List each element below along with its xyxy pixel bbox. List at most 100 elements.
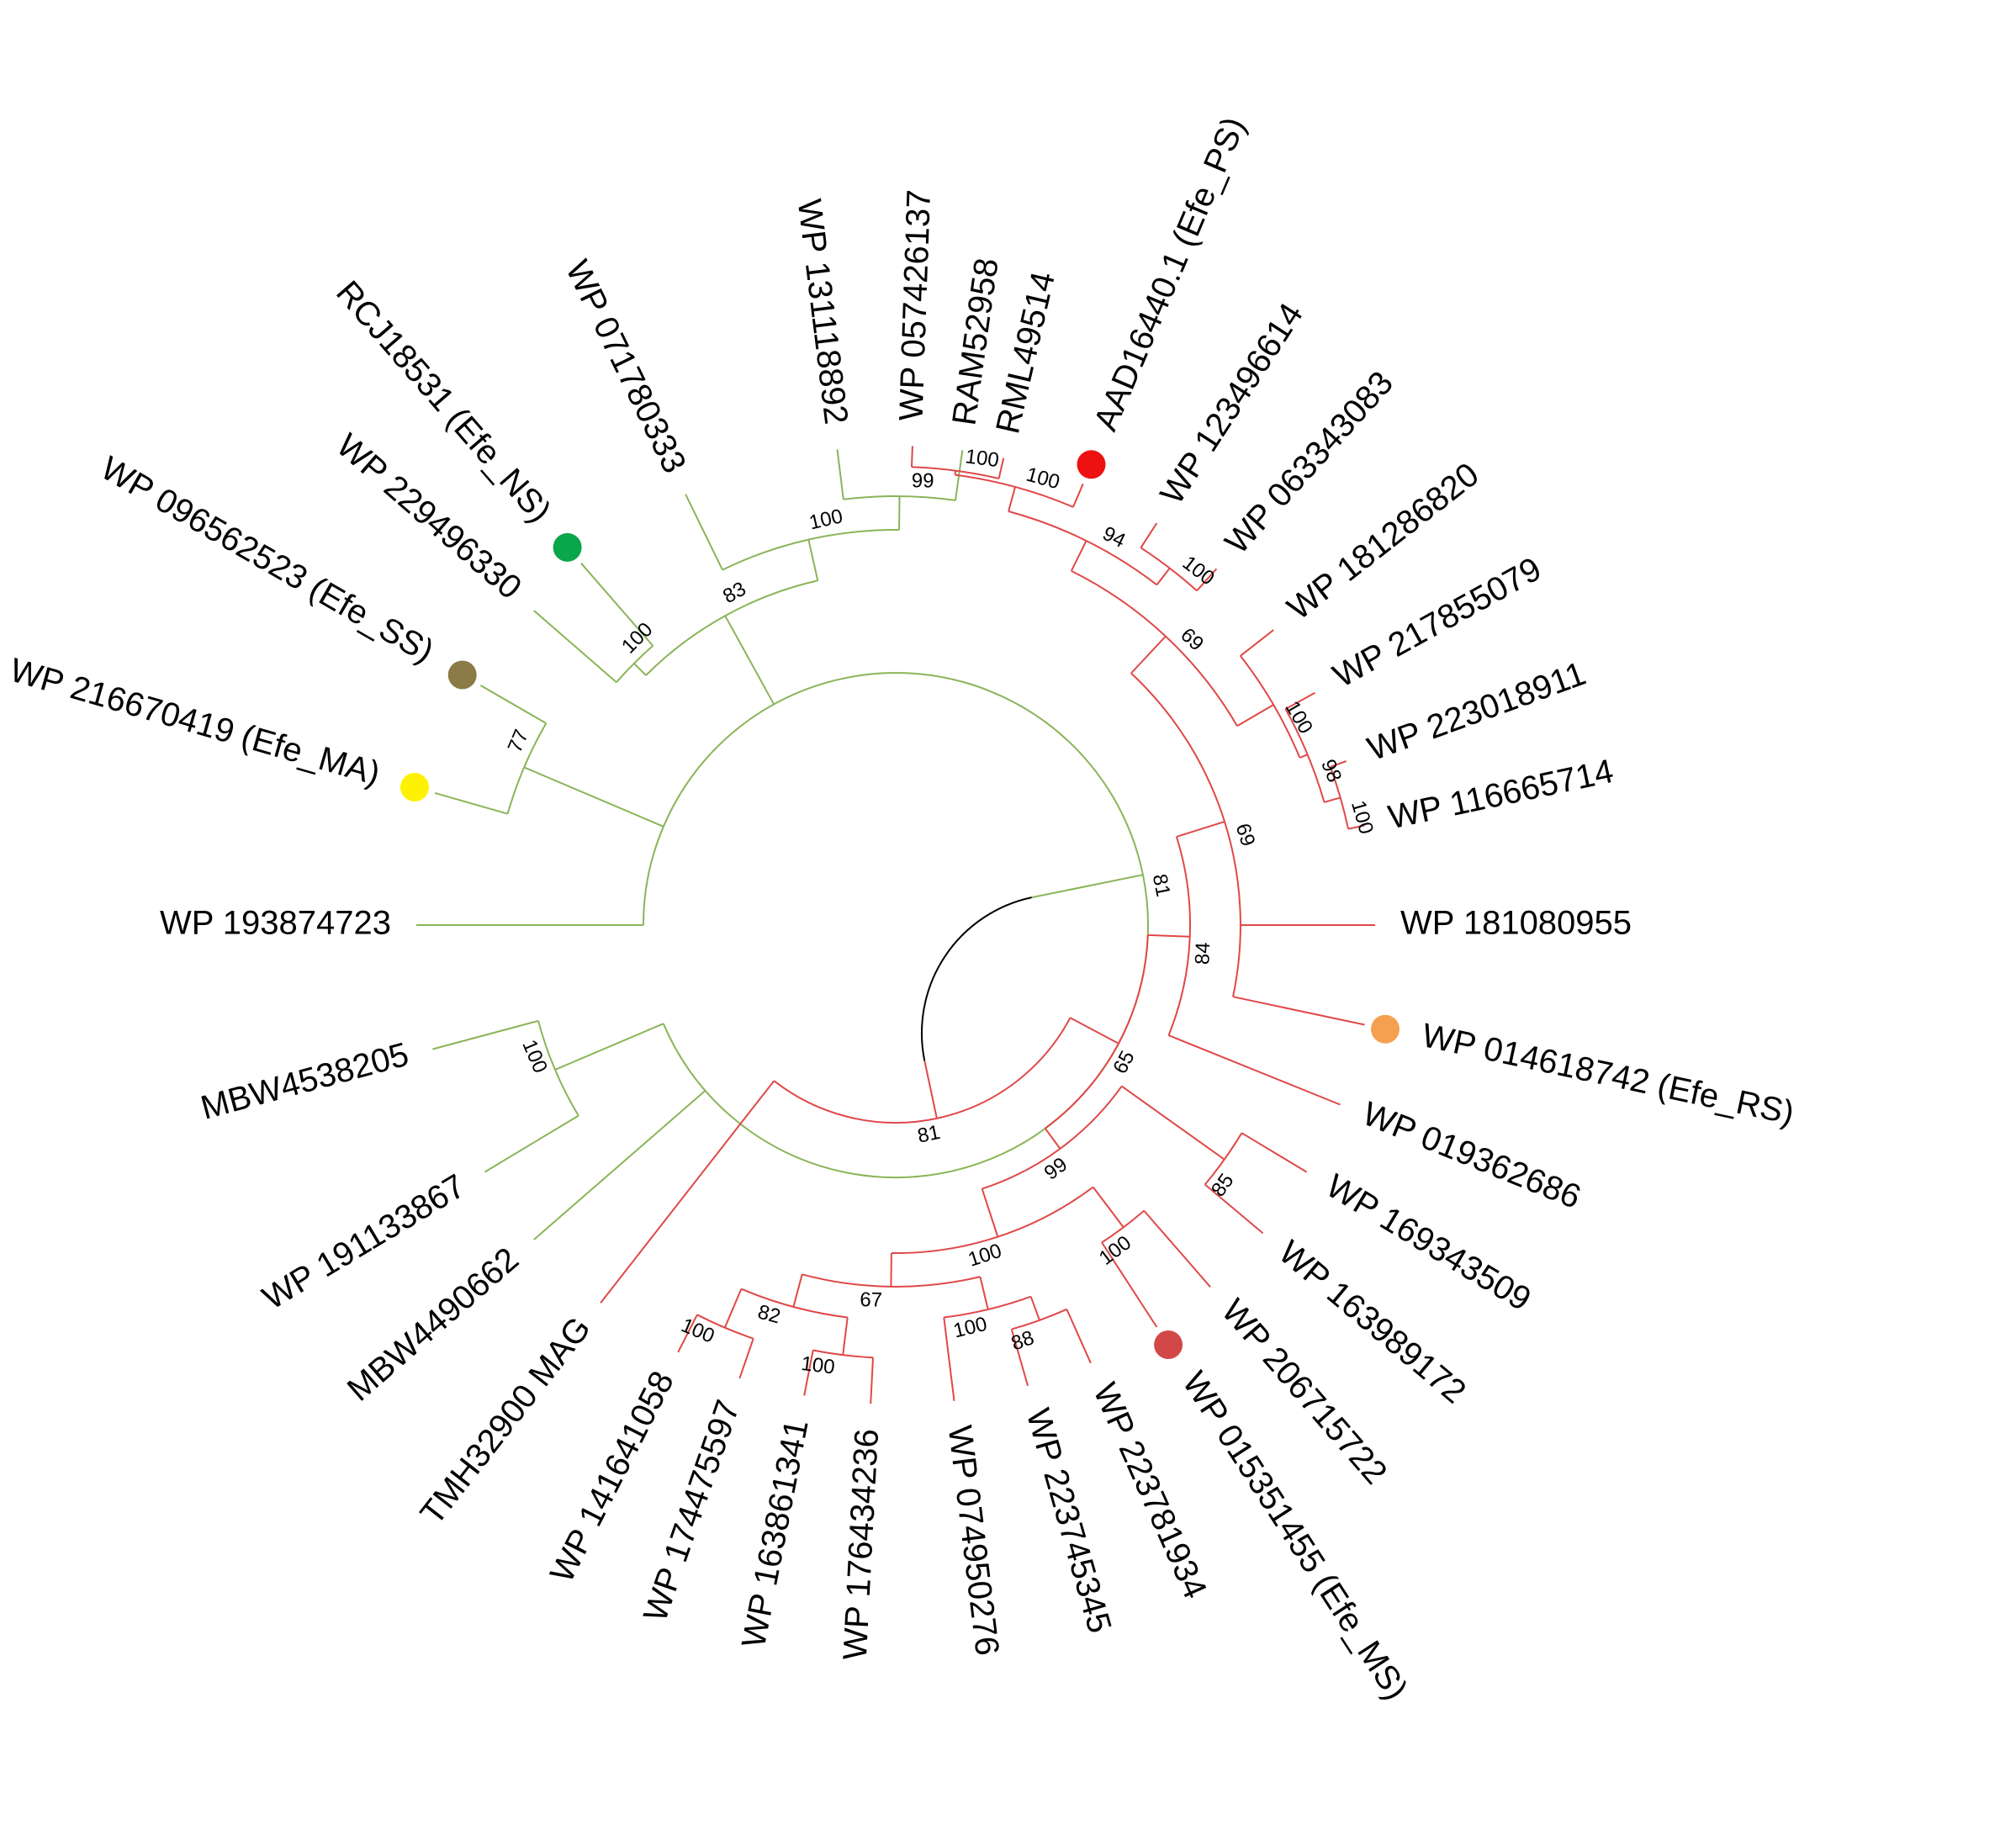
branch-R10 — [1147, 934, 1190, 938]
branch-R13 — [1029, 1296, 1040, 1321]
branch-R18 — [890, 1252, 892, 1288]
branch-L14 — [738, 1338, 754, 1379]
branch-L2 — [836, 449, 844, 500]
branch-G5 — [523, 766, 664, 828]
branch-L13 — [677, 1314, 698, 1353]
branch-L3 — [685, 494, 723, 571]
node-arc-R19 — [891, 1186, 1094, 1255]
branch-L15 — [803, 1350, 814, 1396]
branch-L16 — [870, 1357, 874, 1404]
branch-L6 — [479, 685, 547, 724]
branch-L35 — [911, 446, 913, 468]
branch-R14 — [979, 1276, 989, 1310]
node-arc-R20 — [982, 1086, 1123, 1190]
tree-branches — [416, 446, 1375, 1404]
leaf-label: WP 176434236 — [837, 1428, 886, 1661]
branch-R9 — [1176, 820, 1225, 838]
node-arc-R11 — [1204, 1132, 1243, 1186]
node-arc-G3 — [616, 645, 653, 683]
bootstrap-value: 100 — [951, 1313, 989, 1343]
branch-R21 — [1070, 1017, 1119, 1045]
bootstrap-value: 100 — [678, 1314, 717, 1348]
branch-L11 — [533, 1090, 706, 1240]
branch-L27 — [1347, 824, 1365, 830]
reference-markers — [400, 450, 1400, 1359]
bootstrap-value: 100 — [807, 505, 845, 534]
branch-L22 — [1204, 1183, 1264, 1235]
reference-marker — [400, 773, 429, 801]
reference-marker — [447, 660, 477, 690]
node-arc-R10 — [1167, 836, 1192, 1036]
branch-R4 — [1070, 540, 1087, 572]
bootstrap-value: 69 — [1231, 821, 1260, 849]
branch-R17 — [792, 1274, 803, 1308]
bootstrap-value: 99 — [1040, 1153, 1072, 1185]
leaf-label: WP 116665714 — [1385, 753, 1617, 837]
branch-L32 — [1140, 522, 1158, 548]
leaf-label: WP 216670419 (Efe_MA) — [6, 652, 384, 793]
node-arc-R1 — [911, 466, 999, 479]
leaf-label: MBW4490662 — [341, 1240, 526, 1409]
reference-marker — [1371, 1014, 1400, 1044]
branch-R11 — [1121, 1085, 1225, 1161]
branch-R7 — [1236, 704, 1274, 727]
branch-G6 — [554, 1023, 664, 1071]
bootstrap-value: 83 — [719, 578, 749, 609]
bootstrap-value: 85 — [1207, 1170, 1238, 1201]
leaf-label: MBW4538205 — [197, 1036, 412, 1127]
leaf-label: WP 015351455 (Efe_MS) — [1175, 1365, 1415, 1706]
leaf-label: WP 074950276 — [941, 1424, 1006, 1658]
node-arc-R18 — [802, 1273, 981, 1288]
root-arc — [921, 896, 1032, 1061]
node-arc-G7 — [643, 672, 1149, 1179]
bootstrap-values: 9910010083771008110010010094100981006969… — [504, 445, 1378, 1378]
node-arc-R21 — [1045, 934, 1149, 1129]
branch-L19 — [1066, 1309, 1092, 1364]
leaf-label: WP 181080955 — [1400, 905, 1632, 942]
node-arc-R6 — [1284, 708, 1325, 803]
leaf-label: WP 019362686 — [1357, 1095, 1586, 1216]
branch-L5 — [533, 610, 617, 684]
branch-L10 — [484, 1114, 579, 1173]
bootstrap-value: 77 — [504, 727, 533, 756]
leaf-label: WP 193874723 — [160, 905, 391, 942]
branch-L29 — [1285, 691, 1315, 710]
bootstrap-value: 84 — [1191, 942, 1214, 965]
branch-L23 — [1241, 1132, 1308, 1173]
bootstrap-value: 100 — [617, 618, 657, 658]
node-arc-G4 — [645, 579, 818, 676]
bootstrap-value: 94 — [1099, 522, 1130, 553]
bootstrap-value: 100 — [964, 445, 1000, 472]
branch-G3 — [633, 663, 647, 676]
bootstrap-value: 100 — [800, 1352, 836, 1379]
leaf-label: RCJ18531 (Efe_NS) — [329, 274, 558, 530]
branch-G4 — [724, 615, 775, 705]
bootstrap-value: 100 — [1178, 552, 1219, 590]
branch-L7 — [434, 791, 508, 815]
reference-marker — [1154, 1330, 1183, 1359]
branch-R22 — [923, 1060, 938, 1119]
branch-L30 — [1240, 629, 1274, 657]
leaf-label: WP 057426137 — [892, 189, 938, 421]
node-arc-R2 — [955, 473, 1074, 508]
bootstrap-value: 81 — [915, 1121, 942, 1148]
bootstrap-value: 100 — [1347, 798, 1378, 837]
node-arc-G1 — [843, 495, 956, 501]
leaf-label: TMH32900 MAG — [414, 1310, 598, 1532]
branch-R3 — [1156, 567, 1171, 586]
branch-L9 — [432, 1019, 539, 1050]
bootstrap-value: 100 — [1095, 1231, 1135, 1270]
branch-L25 — [1232, 996, 1365, 1026]
node-arc-R3 — [1140, 547, 1198, 592]
reference-marker — [553, 532, 582, 562]
branch-L4 — [580, 563, 654, 647]
node-arc-G5 — [506, 722, 548, 814]
node-arc-G2 — [722, 528, 900, 571]
node-arc-R7 — [1240, 655, 1301, 759]
reference-marker — [1077, 450, 1106, 479]
branch-R6 — [1299, 754, 1309, 759]
branch-G2 — [807, 539, 819, 581]
node-arc-R9 — [1130, 672, 1241, 997]
branch-L18 — [1010, 1329, 1029, 1387]
